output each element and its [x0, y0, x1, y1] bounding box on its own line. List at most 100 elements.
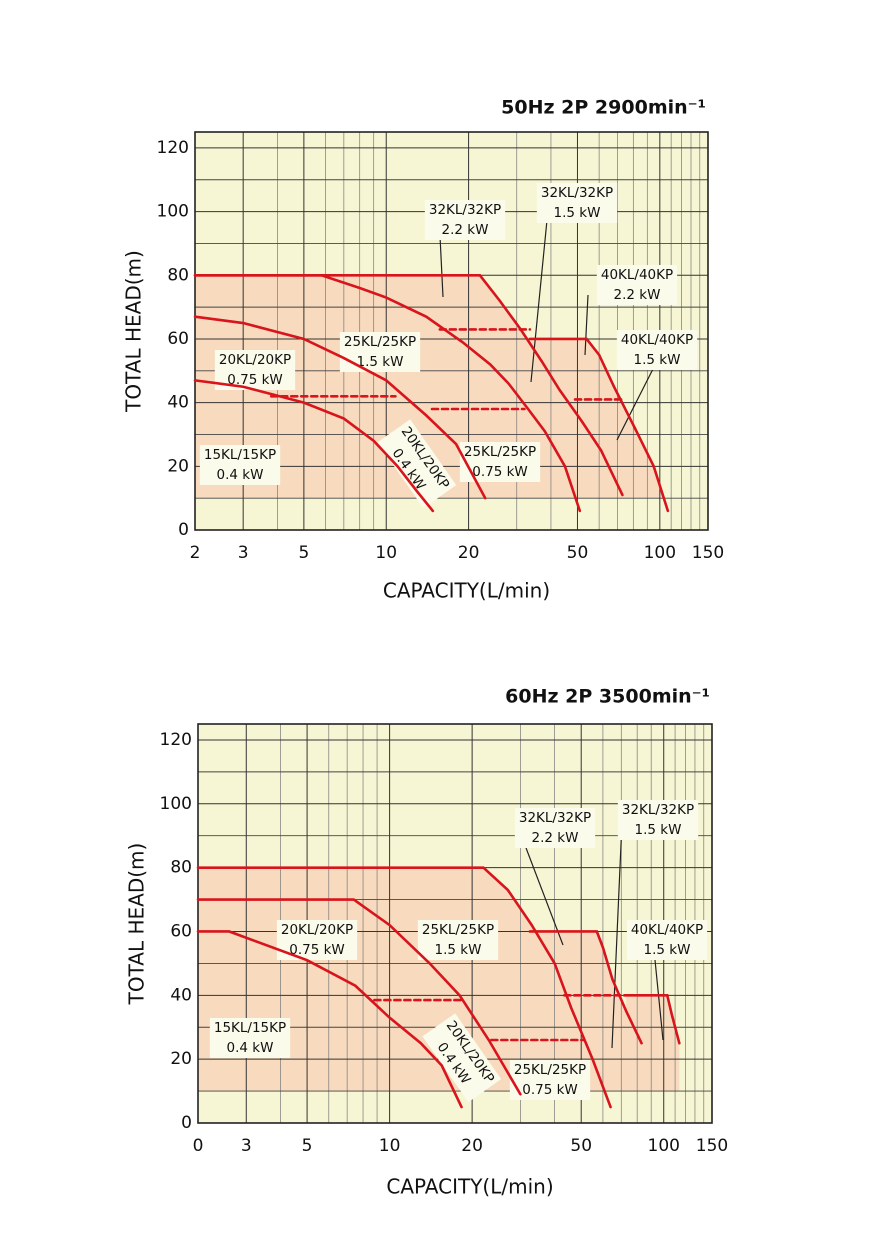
y-tick-label: 80 [170, 858, 192, 878]
y-tick-label: 20 [167, 456, 189, 476]
performance-curve [193, 273, 624, 497]
y-tick-label: 60 [170, 921, 192, 941]
performance-curve [193, 379, 435, 513]
x-tick-label: 150 [692, 543, 724, 563]
y-tick-label: 20 [170, 1049, 192, 1069]
x-tick-label: 10 [375, 543, 397, 563]
annotation: 32KL/32KP 2.2 kW [424, 200, 506, 240]
annotation-model: 32KL/32KP [622, 802, 694, 818]
annotation: 15KL/15KP 0.4 kW [209, 1018, 291, 1058]
x-tick-label: 100 [644, 543, 676, 563]
leader-line [654, 959, 664, 1041]
y-tick-label: 40 [167, 393, 189, 413]
annotation: 32KL/32KP 1.5 kW [536, 183, 618, 223]
annotation-model: 32KL/32KP [429, 202, 501, 218]
annotation-background [424, 200, 506, 240]
x-tick-label: 3 [241, 1136, 252, 1156]
annotation-power: 1.5 kW [644, 942, 691, 958]
chart: 0 3 5 10 20 50 100 150 0 20 40 60 80 100 120 32KL/32KP 2… [125, 686, 729, 1199]
x-tick-label: 50 [567, 543, 589, 563]
x-tick-label: 100 [648, 1136, 680, 1156]
annotation-background [509, 1060, 591, 1100]
y-tick-label: 60 [167, 329, 189, 349]
annotation: 40KL/40KP 1.5 kW [616, 330, 698, 370]
x-axis-label: CAPACITY(L/min) [386, 1175, 553, 1199]
annotation-power: 2.2 kW [532, 830, 579, 846]
x-tick-label: 20 [458, 543, 480, 563]
annotation-background [617, 800, 699, 840]
operating-area [626, 995, 680, 1092]
performance-curve [193, 315, 487, 500]
x-tick-label: 5 [298, 543, 309, 563]
annotation: 25KL/25KP 0.75 kW [509, 1060, 591, 1100]
plot-border [197, 723, 713, 1124]
plot-border [194, 131, 709, 531]
y-axis-label: TOTAL HEAD(m) [122, 250, 146, 413]
annotation-power: 2.2 kW [614, 287, 661, 303]
x-tick-label: 10 [379, 1136, 401, 1156]
x-tick-label: 0 [193, 1136, 204, 1156]
annotation-power: 1.5 kW [435, 942, 482, 958]
x-axis-label: CAPACITY(L/min) [383, 579, 550, 603]
annotation-model: 25KL/25KP [422, 922, 494, 938]
annotation-background [596, 265, 678, 305]
x-tick-label: 5 [302, 1136, 313, 1156]
performance-curve [624, 994, 681, 1045]
annotation-model: 20KL/20KP [281, 922, 353, 938]
leader-line [530, 209, 549, 383]
annotation-background [536, 183, 618, 223]
annotation-background [339, 332, 421, 372]
annotation-power: 0.4 kW [227, 1040, 274, 1056]
performance-curve [528, 930, 643, 1045]
annotation-model: 15KL/15KP [214, 1020, 286, 1036]
y-axis-label: TOTAL HEAD(m) [125, 843, 149, 1006]
x-tick-label: 50 [570, 1136, 592, 1156]
annotation-background [199, 445, 281, 485]
y-tick-label: 100 [157, 202, 189, 222]
performance-curve [196, 898, 522, 1096]
performance-curve [196, 930, 463, 1109]
annotation-model: 25KL/25KP [464, 444, 536, 460]
leader-line [439, 235, 444, 298]
annotation-model: 40KL/40KP [631, 922, 703, 938]
x-tick-label: 150 [696, 1136, 728, 1156]
y-tick-label: 100 [160, 794, 192, 814]
annotation-model: 32KL/32KP [519, 810, 591, 826]
annotation-power: 0.4 kW [217, 467, 264, 483]
y-tick-label: 120 [160, 730, 192, 750]
chart-title: 60Hz 2P 3500min⁻¹ [505, 686, 710, 708]
annotation: 20KL/20KP 0.75 kW [214, 350, 296, 390]
annotation-power: 0.75 kW [289, 942, 345, 958]
annotation-background [422, 1013, 502, 1103]
x-tick-label: 2 [190, 543, 201, 563]
annotation-power: 1.5 kW [635, 822, 682, 838]
y-tick-label: 0 [181, 1113, 192, 1133]
annotation-background [377, 419, 457, 509]
annotation: 25KL/25KP 1.5 kW [339, 332, 421, 372]
annotation-model: 32KL/32KP [541, 185, 613, 201]
annotation-background [514, 808, 596, 848]
annotation-model: 40KL/40KP [601, 267, 673, 283]
annotation-power: 0.75 kW [522, 1082, 578, 1098]
y-tick-label: 120 [157, 138, 189, 158]
annotation-model: 25KL/25KP [514, 1062, 586, 1078]
annotation-background [417, 920, 499, 960]
annotation-power: 0.75 kW [472, 464, 528, 480]
y-tick-label: 80 [167, 265, 189, 285]
annotation: 40KL/40KP 2.2 kW [596, 265, 678, 305]
annotation-model: 15KL/15KP [204, 447, 276, 463]
annotation-power: 1.5 kW [554, 205, 601, 221]
annotation: 32KL/32KP 1.5 kW [617, 800, 699, 840]
leader-line [611, 821, 623, 1049]
annotation: 25KL/25KP 0.75 kW [459, 442, 541, 482]
annotation-power: 0.75 kW [227, 372, 283, 388]
annotation-power: 2.2 kW [442, 222, 489, 238]
operating-area [529, 338, 664, 499]
performance-curve [193, 273, 582, 513]
leader-line [522, 839, 564, 946]
chart: 2 3 5 10 20 50 100 150 0 20 40 60 80 100 120 32KL/32KP 2… [122, 97, 725, 603]
annotation: 32KL/32KP 2.2 kW [514, 808, 596, 848]
y-tick-label: 0 [178, 520, 189, 540]
